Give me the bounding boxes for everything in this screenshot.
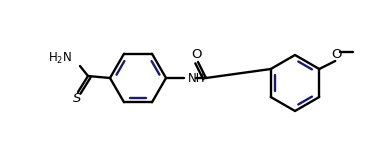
- Text: O: O: [192, 49, 202, 62]
- Text: O: O: [331, 49, 341, 62]
- Text: H$_2$N: H$_2$N: [48, 50, 72, 66]
- Text: S: S: [73, 93, 81, 106]
- Text: NH: NH: [188, 71, 206, 84]
